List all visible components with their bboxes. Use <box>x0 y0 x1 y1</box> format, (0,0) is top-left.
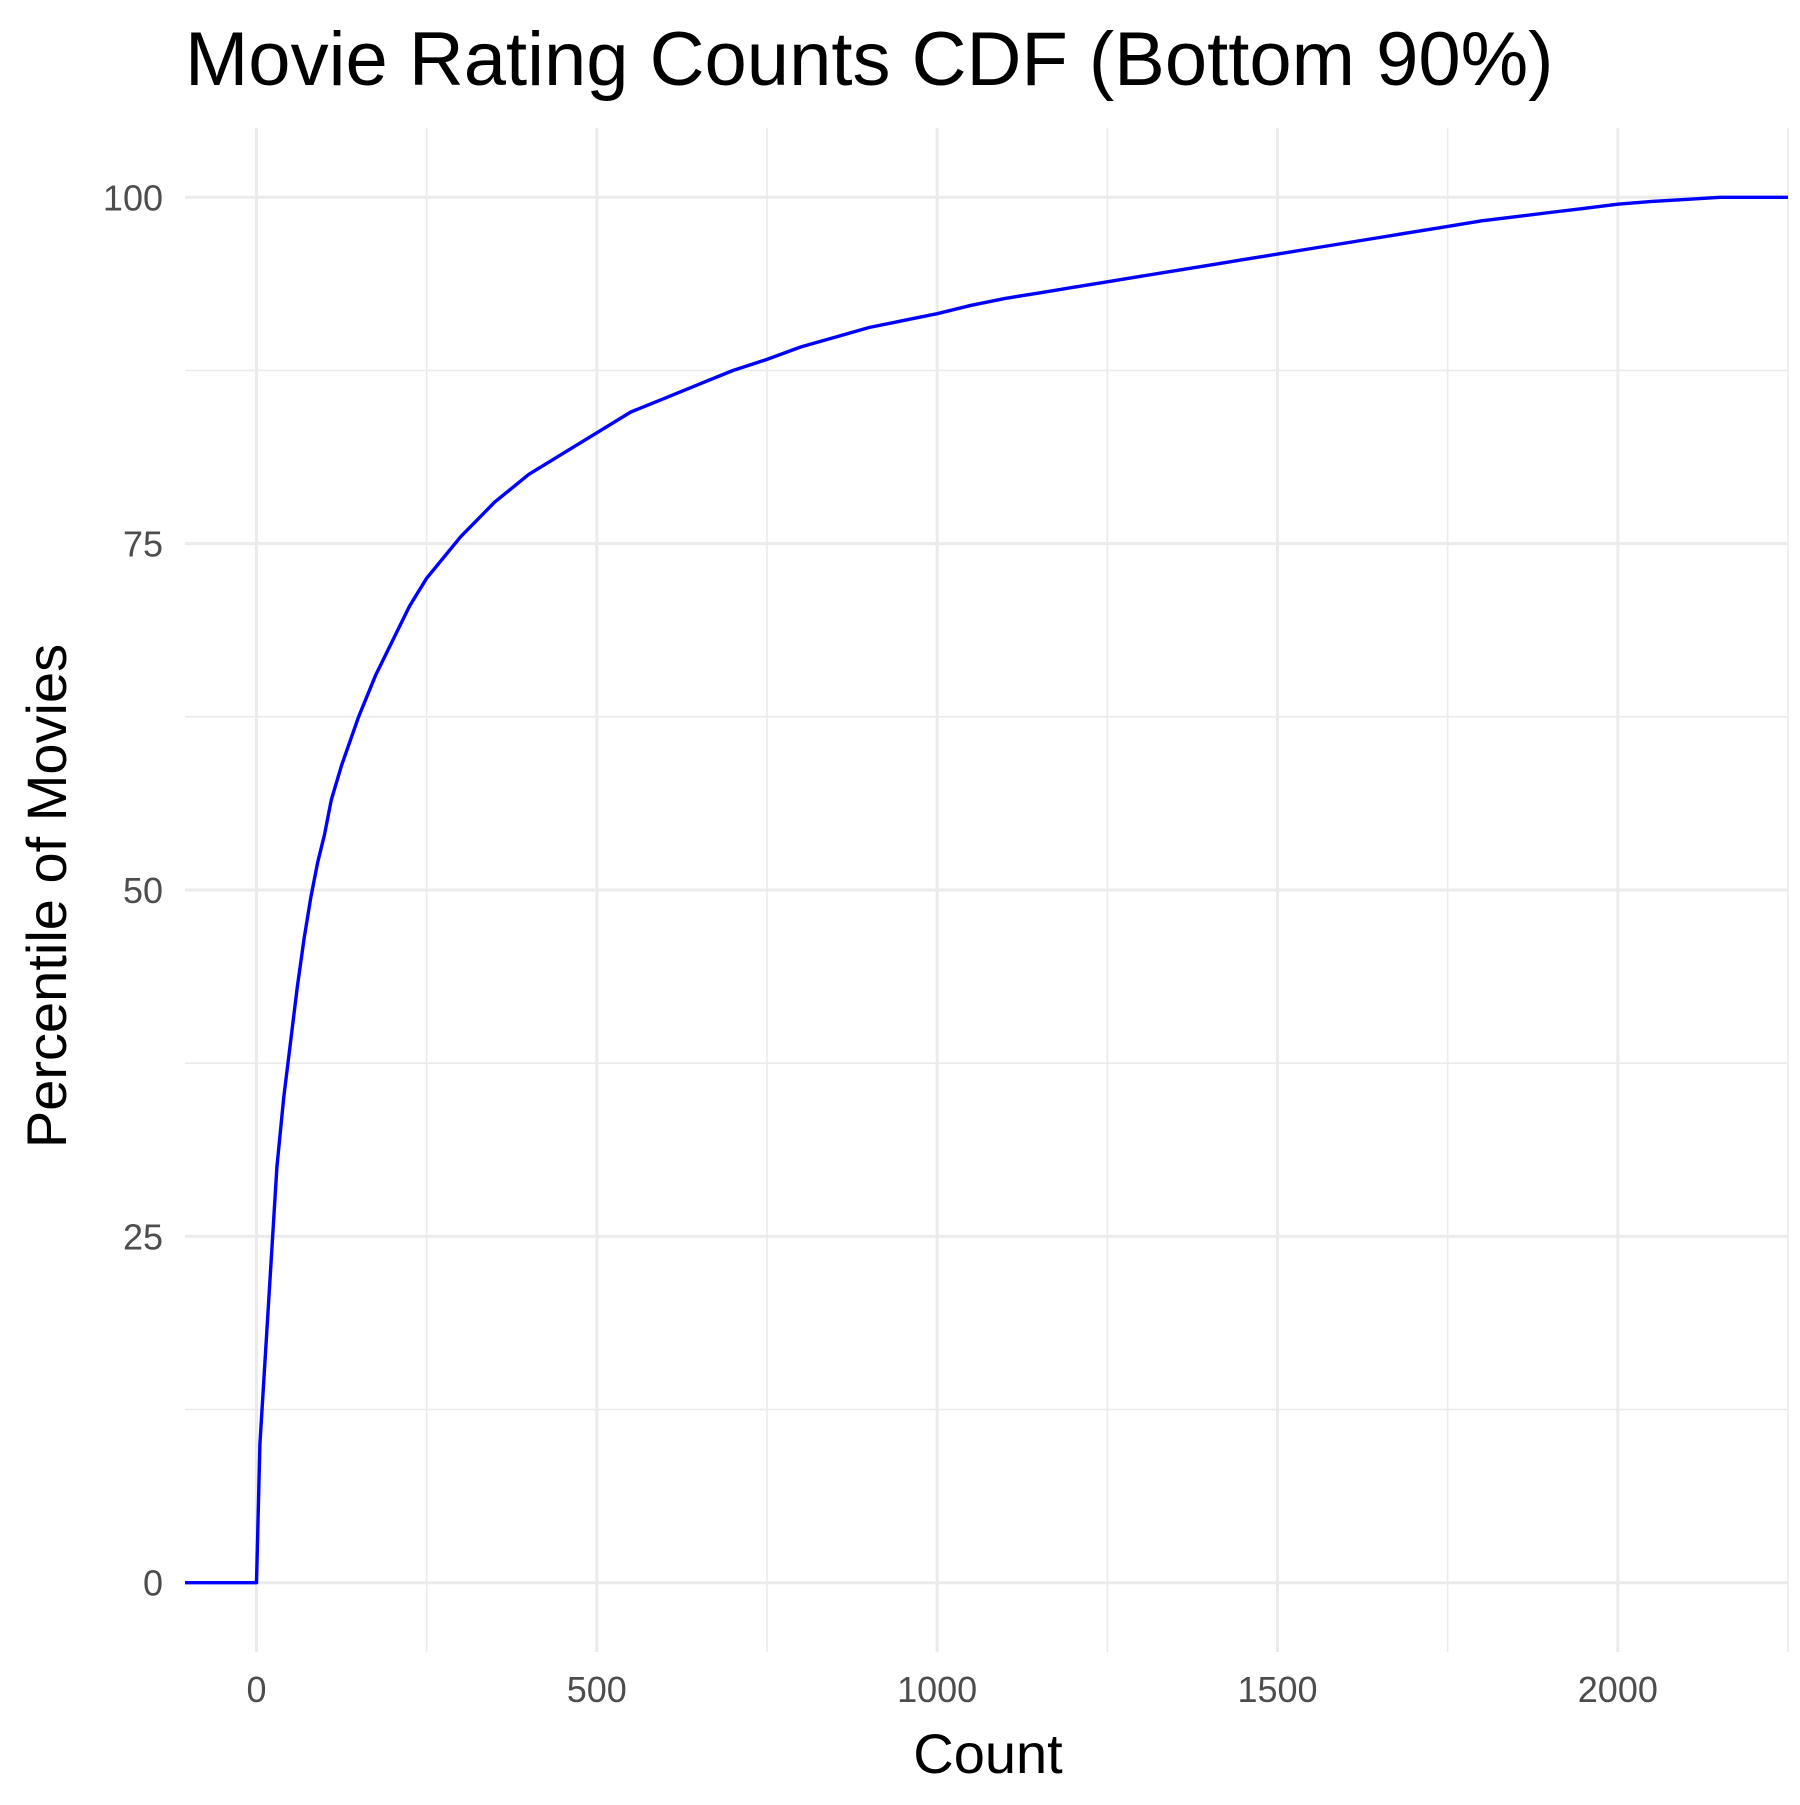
y-tick-label: 50 <box>123 870 163 911</box>
x-tick-label: 500 <box>567 1669 627 1710</box>
gridlines <box>185 128 1789 1652</box>
chart-title: Movie Rating Counts CDF (Bottom 90%) <box>185 17 1553 102</box>
x-tick-label: 1000 <box>897 1669 977 1710</box>
x-axis-title: Count <box>913 1722 1063 1785</box>
y-tick-label: 75 <box>123 524 163 565</box>
y-tick-label: 0 <box>143 1563 163 1604</box>
y-tick-label: 25 <box>123 1216 163 1257</box>
y-axis-title: Percentile of Movies <box>15 644 78 1148</box>
x-tick-label: 1500 <box>1237 1669 1317 1710</box>
x-tick-label: 0 <box>246 1669 266 1710</box>
tick-labels: 0 500 1000 1500 2000 0 25 50 75 100 <box>103 177 1658 1710</box>
series-layer <box>185 195 1788 1585</box>
cdf-line <box>185 195 1788 1585</box>
y-tick-label: 100 <box>103 177 163 218</box>
x-tick-label: 2000 <box>1578 1669 1658 1710</box>
